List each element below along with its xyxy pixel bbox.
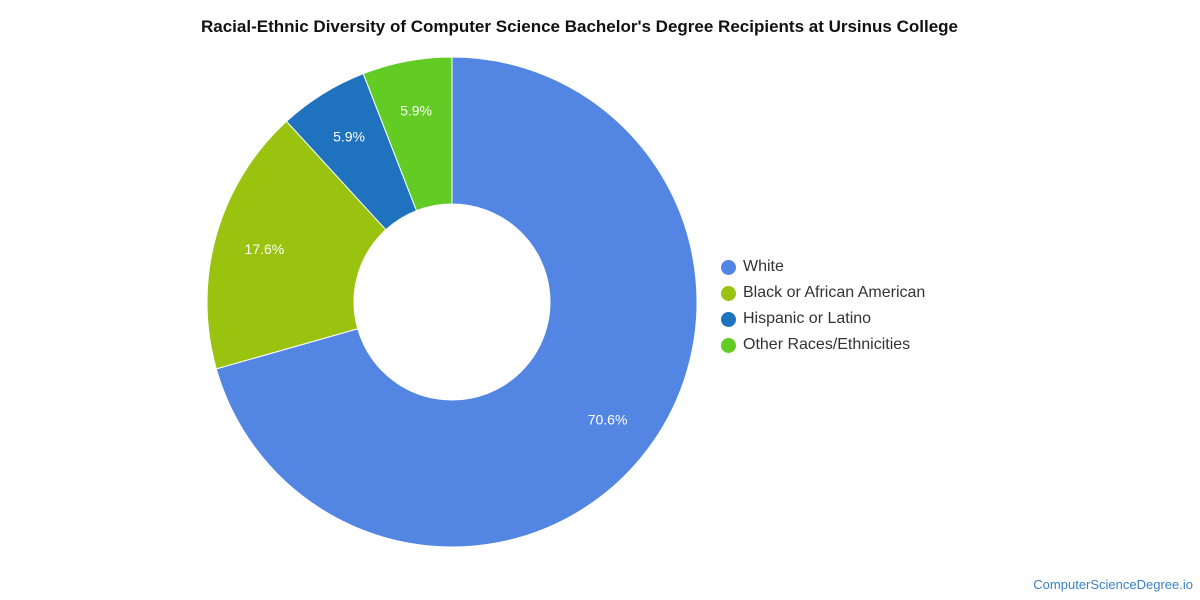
legend-item-black-or-african-american[interactable]: Black or African American	[721, 280, 925, 306]
slices-group	[206, 56, 698, 548]
slice-black-or-african-american[interactable]	[206, 120, 387, 370]
legend-swatch-icon	[721, 259, 736, 275]
legend-item-white[interactable]: White	[721, 254, 925, 280]
slice-labels-group: 70.6% 17.6% 5.9% 5.9%	[245, 102, 628, 427]
chart-title: Racial-Ethnic Diversity of Computer Scie…	[201, 17, 958, 36]
legend-swatch-icon	[721, 285, 736, 301]
slice-white[interactable]	[215, 56, 698, 548]
legend-label: Other Races/Ethnicities	[743, 336, 911, 353]
source-credit-link[interactable]: ComputerScienceDegree.io	[1033, 577, 1193, 592]
legend-label: White	[743, 258, 784, 275]
legend: White Black or African American Hispanic o…	[721, 254, 925, 358]
slice-label-other-races-ethnicities: 5.9%	[400, 102, 432, 118]
slice-label-hispanic-or-latino: 5.9%	[333, 128, 365, 144]
slice-label-black-or-african-american: 17.6%	[245, 241, 285, 257]
slice-label-white: 70.6%	[588, 412, 628, 428]
legend-swatch-icon	[721, 311, 736, 327]
legend-label: Hispanic or Latino	[743, 310, 872, 327]
legend-swatch-icon	[721, 337, 736, 353]
legend-item-hispanic-or-latino[interactable]: Hispanic or Latino	[721, 306, 925, 332]
slice-other-races-ethnicities[interactable]	[362, 56, 453, 212]
legend-label: Black or African American	[743, 284, 926, 301]
legend-item-other-races-ethnicities[interactable]: Other Races/Ethnicities	[721, 332, 925, 358]
